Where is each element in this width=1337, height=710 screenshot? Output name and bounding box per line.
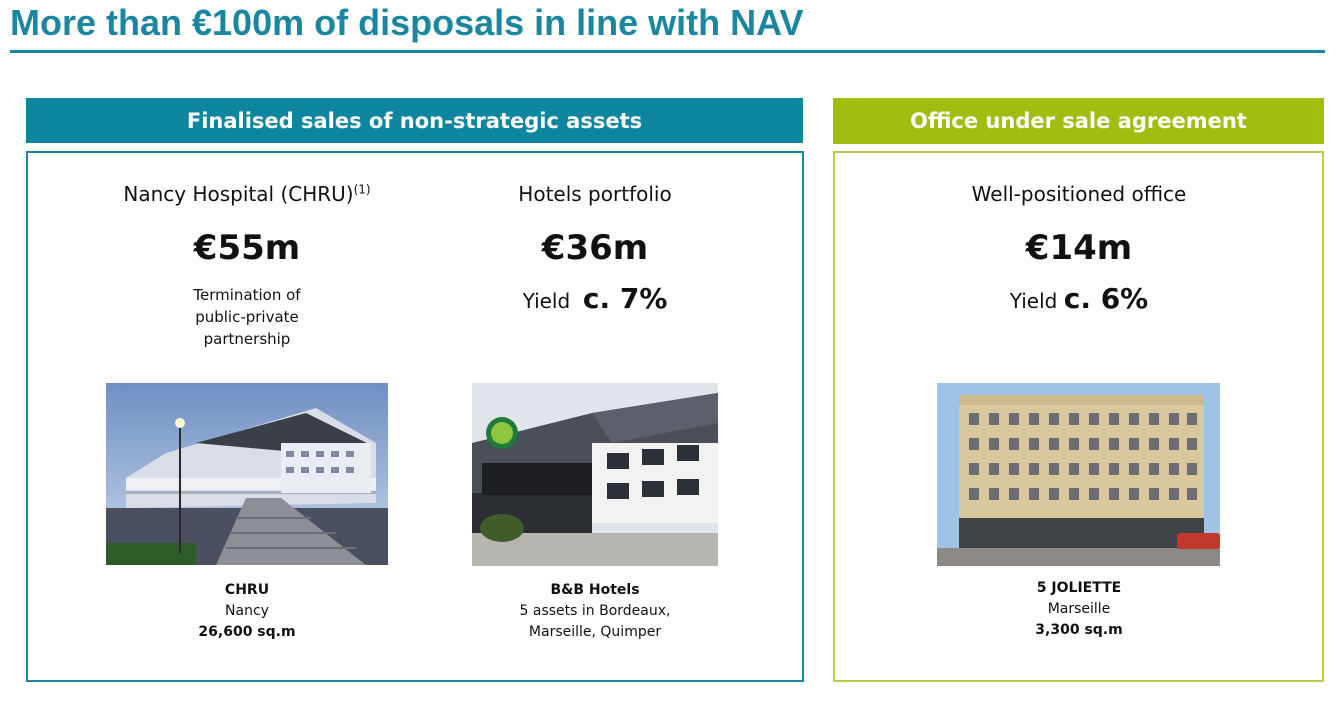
caption-area: 26,600 sq.m	[198, 624, 296, 640]
yield-line: Yield c. 6%	[938, 282, 1220, 315]
yield-label: Yield	[522, 289, 571, 313]
asset-name: Well-positioned office	[971, 182, 1187, 206]
caption-location: Marseille	[1047, 601, 1111, 617]
office-caption: 5 JOLIETTE Marseille 3,300 sq.m	[938, 578, 1220, 641]
office-block: Well-positioned office €14m Yield c. 6%	[938, 182, 1220, 315]
sale-amount: €14m	[1025, 228, 1133, 268]
caption-location-line1: 5 assets in Bordeaux,	[519, 603, 671, 619]
hotels-caption: B&B Hotels 5 assets in Bordeaux, Marseil…	[455, 580, 735, 643]
title-divider	[10, 50, 1325, 53]
hospital-building-photo	[106, 383, 388, 565]
hotel-building-photo	[472, 383, 718, 566]
nancy-hospital-block: Nancy Hospital (CHRU)(1) €55m Terminatio…	[107, 182, 387, 350]
sale-agreement-header: Office under sale agreement	[833, 98, 1324, 144]
caption-title: 5 JOLIETTE	[1036, 580, 1122, 596]
caption-title: B&B Hotels	[550, 582, 640, 598]
yield-value: c. 6%	[1063, 282, 1149, 315]
sale-agreement-panel	[833, 151, 1324, 682]
hotels-portfolio-block: Hotels portfolio €36m Yield c. 7%	[455, 182, 735, 315]
chru-caption: CHRU Nancy 26,600 sq.m	[107, 580, 387, 643]
yield-label: Yield	[1009, 289, 1058, 313]
sale-amount: €55m	[193, 228, 301, 268]
finalised-sales-header: Finalised sales of non-strategic assets	[26, 98, 803, 143]
yield-line: Yield c. 7%	[455, 282, 735, 315]
caption-area: 3,300 sq.m	[1035, 622, 1123, 638]
page-title: More than €100m of disposals in line wit…	[10, 2, 804, 43]
office-building-photo	[937, 383, 1220, 566]
sale-amount: €36m	[541, 228, 649, 268]
caption-location-line2: Marseille, Quimper	[528, 624, 662, 640]
asset-name: Hotels portfolio	[518, 182, 672, 206]
yield-value: c. 7%	[582, 282, 668, 315]
sale-note: Termination of public-private partnershi…	[193, 286, 301, 348]
asset-name: Nancy Hospital (CHRU)(1)	[123, 182, 371, 206]
finalised-sales-panel	[26, 151, 804, 682]
caption-title: CHRU	[224, 582, 270, 598]
caption-location: Nancy	[225, 603, 269, 619]
footnote-marker: (1)	[353, 182, 371, 197]
